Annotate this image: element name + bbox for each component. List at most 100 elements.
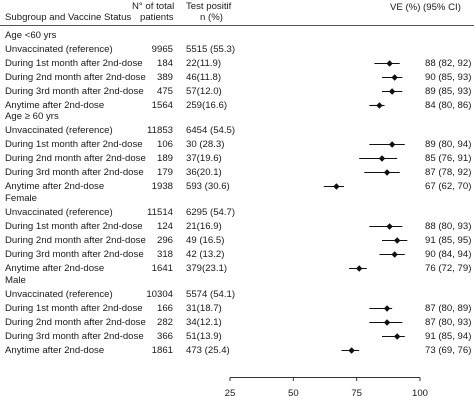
row-positive: 5574 (54.1)	[186, 289, 236, 300]
row-label: During 1st month after 2nd-dose	[5, 139, 143, 150]
row-label: During 3rd month after 2nd-dose	[5, 167, 144, 178]
row-label: During 1st month after 2nd-dose	[5, 58, 143, 69]
row-total: 366	[156, 331, 173, 342]
x-tick-label: 50	[287, 388, 299, 399]
row-positive: 6295 (54.7)	[186, 207, 236, 218]
row-total: 282	[156, 317, 173, 328]
row-total: 179	[156, 167, 173, 178]
row-total: 1938	[151, 181, 173, 192]
row-label: Anytime after 2nd-dose	[5, 181, 105, 192]
ve-text: 76 (72, 79)	[425, 263, 472, 274]
point-estimate-marker	[378, 155, 386, 162]
ve-text: 73 (69, 76)	[425, 345, 472, 356]
row-label: During 1st month after 2nd-dose	[5, 303, 143, 314]
row-positive: 21(16.9)	[186, 221, 222, 232]
total-header-line1: N° of total	[132, 1, 175, 12]
group-label: Male	[5, 275, 26, 286]
row-label: Unvaccinated (reference)	[5, 289, 113, 300]
point-estimate-marker	[394, 333, 401, 340]
positive-header-line2: n (%)	[200, 12, 223, 23]
point-estimate-marker	[383, 169, 391, 176]
row-total: 389	[156, 72, 173, 83]
row-total: 475	[156, 86, 173, 97]
total-header-line2: patients	[140, 12, 174, 23]
ve-text: 91 (85, 94)	[425, 331, 472, 342]
point-estimate-marker	[386, 60, 393, 67]
group-label: Age ≥ 60 yrs	[5, 111, 59, 122]
row-positive: 57(12.0)	[186, 86, 222, 97]
row-positive: 22(11.9)	[186, 58, 222, 69]
row-label: During 1st month after 2nd-dose	[5, 221, 143, 232]
ve-text: 85 (76, 91)	[425, 153, 472, 164]
row-positive: 46(11.8)	[186, 72, 222, 83]
row-positive: 42 (13.2)	[186, 249, 225, 260]
group-label: Age <60 yrs	[5, 30, 57, 41]
ve-text: 87 (80, 89)	[425, 303, 472, 314]
point-estimate-marker	[333, 183, 340, 190]
point-estimate-marker	[348, 347, 355, 354]
row-positive: 37(19.6)	[186, 153, 222, 164]
group-label: Female	[5, 193, 37, 204]
ve-text: 87 (80, 93)	[425, 317, 472, 328]
row-label: During 2nd month after 2nd-dose	[5, 235, 146, 246]
row-total: 106	[156, 139, 173, 150]
x-tick-label: 100	[411, 388, 428, 399]
row-label: During 2nd month after 2nd-dose	[5, 153, 146, 164]
row-total: 189	[156, 153, 173, 164]
point-estimate-marker	[386, 223, 393, 230]
row-positive: 30 (28.3)	[186, 139, 225, 150]
point-estimate-marker	[388, 88, 396, 95]
row-positive: 51(13.9)	[186, 331, 222, 342]
ve-text: 88 (82, 92)	[425, 58, 472, 69]
point-estimate-marker	[394, 237, 401, 244]
row-label: During 2nd month after 2nd-dose	[5, 317, 146, 328]
row-positive: 6454 (54.5)	[186, 125, 236, 136]
row-label: During 3rd month after 2nd-dose	[5, 86, 144, 97]
ve-text: 84 (80, 86)	[425, 100, 472, 111]
ve-header: VE (%) (95% CI)	[390, 2, 461, 13]
point-estimate-marker	[388, 141, 396, 148]
row-label: Unvaccinated (reference)	[5, 207, 113, 218]
row-positive: 259(16.6)	[186, 100, 228, 111]
row-label: Unvaccinated (reference)	[5, 125, 113, 136]
ve-text: 88 (80, 93)	[425, 221, 472, 232]
row-label: Anytime after 2nd-dose	[5, 100, 105, 111]
row-positive: 379(23.1)	[186, 263, 228, 274]
row-positive: 49 (16.5)	[186, 235, 225, 246]
row-total: 1564	[151, 100, 173, 111]
row-total: 1641	[151, 263, 173, 274]
row-total: 11853	[147, 125, 173, 136]
row-positive: 473 (25.4)	[186, 345, 230, 356]
ve-text: 91 (85, 95)	[425, 235, 472, 246]
ve-text: 89 (80, 94)	[425, 139, 472, 150]
row-total: 124	[156, 221, 173, 232]
ve-text: 90 (85, 93)	[425, 72, 472, 83]
point-estimate-marker	[376, 102, 383, 109]
row-label: Anytime after 2nd-dose	[5, 263, 105, 274]
row-total: 166	[156, 303, 173, 314]
ve-text: 90 (84, 94)	[425, 249, 472, 260]
row-positive: 5515 (55.3)	[186, 44, 236, 55]
row-total: 9965	[151, 44, 173, 55]
row-label: During 2nd month after 2nd-dose	[5, 72, 146, 83]
row-label: Unvaccinated (reference)	[5, 44, 113, 55]
point-estimate-marker	[383, 319, 391, 326]
row-label: During 3rd month after 2nd-dose	[5, 249, 144, 260]
row-total: 1861	[151, 345, 173, 356]
row-positive: 593 (30.6)	[186, 181, 230, 192]
ve-text: 67 (62, 70)	[425, 181, 472, 192]
positive-header-line1: Test positif	[186, 1, 232, 12]
row-total: 318	[156, 249, 173, 260]
point-estimate-marker	[391, 251, 398, 258]
point-estimate-marker	[391, 74, 398, 81]
x-tick-label: 75	[351, 388, 362, 399]
row-label: During 3rd month after 2nd-dose	[5, 331, 144, 342]
row-total: 184	[156, 58, 173, 69]
ve-text: 89 (85, 93)	[425, 86, 472, 97]
ve-text: 87 (78, 92)	[425, 167, 472, 178]
subgroup-header: Subgroup and Vaccine Status	[5, 12, 132, 23]
x-tick-label: 25	[224, 388, 236, 399]
row-positive: 31(18.7)	[186, 303, 222, 314]
row-total: 11514	[147, 207, 173, 218]
